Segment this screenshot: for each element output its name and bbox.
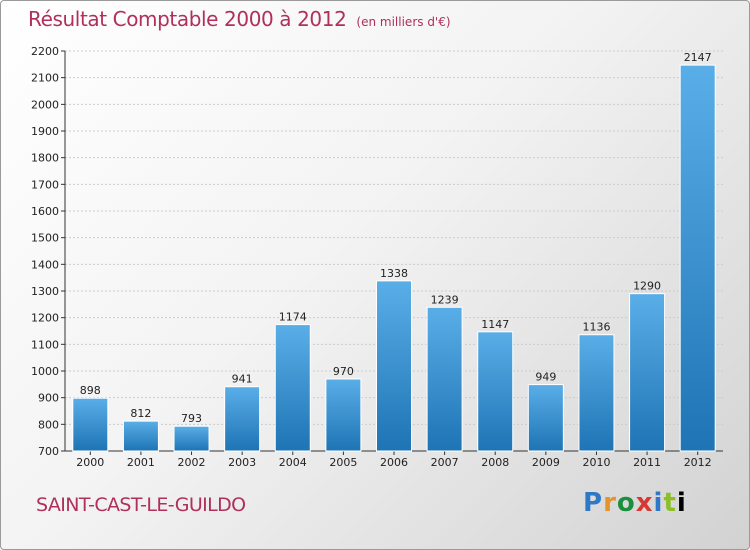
data-label: 2147 (684, 51, 712, 64)
labels: 700 800 900 1000 1100 1200 1300 1400 1500 1600 170… (31, 45, 712, 469)
data-label: 812 (130, 407, 151, 420)
chart-title: Résultat Comptable 2000 à 2012 (en millie… (28, 7, 451, 31)
x-tick-label: 2006 (380, 456, 408, 469)
bar (477, 331, 514, 452)
data-label: 898 (80, 384, 101, 397)
data-label: 1147 (481, 318, 509, 331)
logo-letter: i (676, 488, 687, 518)
data-label: 1174 (279, 311, 307, 324)
data-label: 1136 (582, 321, 610, 334)
y-tick-label: 2000 (31, 98, 59, 111)
bar (72, 397, 109, 452)
data-label: 970 (333, 365, 354, 378)
x-tick-label: 2000 (76, 456, 104, 469)
x-tick-label: 2008 (481, 456, 509, 469)
bar (527, 384, 564, 452)
y-tick-label: 1200 (31, 312, 59, 325)
data-label: 949 (535, 371, 556, 384)
x-tick-label: 2001 (127, 456, 155, 469)
logo-letter: t (663, 488, 677, 518)
y-tick-label: 700 (38, 445, 59, 458)
x-tick-label: 2003 (228, 456, 256, 469)
y-tick-label: 2200 (31, 45, 59, 58)
x-tick-label: 2011 (633, 456, 661, 469)
x-tick-label: 2002 (178, 456, 206, 469)
y-tick-label: 1600 (31, 205, 59, 218)
y-tick-label: 1500 (31, 232, 59, 245)
logo-letter: x (635, 488, 654, 518)
bar (679, 64, 716, 452)
data-label: 1239 (431, 293, 459, 306)
y-tick-label: 900 (38, 392, 59, 405)
y-tick-label: 1100 (31, 338, 59, 351)
chart-unit: (en milliers d'€) (356, 15, 451, 29)
data-label: 1338 (380, 267, 408, 280)
logo-letter: i (653, 488, 664, 518)
logo-letter: P (583, 488, 604, 518)
x-tick-label: 2007 (431, 456, 459, 469)
bar (274, 324, 311, 452)
x-tick-label: 2009 (532, 456, 560, 469)
data-label: 1290 (633, 280, 661, 293)
x-tick-label: 2004 (279, 456, 307, 469)
data-label: 941 (232, 373, 253, 386)
chart-title-text: Résultat Comptable 2000 à 2012 (28, 7, 347, 31)
y-tick-label: 800 (38, 418, 59, 431)
proxiti-logo: Proxiti (583, 488, 687, 518)
x-tick-label: 2005 (329, 456, 357, 469)
y-tick-label: 1000 (31, 365, 59, 378)
y-tick-label: 1300 (31, 285, 59, 298)
logo-letter: o (616, 488, 636, 518)
commune-name: SAINT-CAST-LE-GUILDO (36, 494, 246, 516)
bar (224, 386, 261, 452)
y-tick-label: 1800 (31, 152, 59, 165)
y-tick-label: 2100 (31, 72, 59, 85)
y-tick-label: 1900 (31, 125, 59, 138)
data-label: 793 (181, 412, 202, 425)
x-tick-label: 2010 (582, 456, 610, 469)
bar (578, 334, 615, 452)
bar (426, 306, 463, 452)
bar (629, 293, 666, 452)
bar (173, 425, 210, 452)
bar (325, 378, 362, 452)
y-tick-label: 1400 (31, 258, 59, 271)
bar (376, 280, 412, 452)
y-tick-label: 1700 (31, 178, 59, 191)
x-tick-label: 2012 (684, 456, 712, 469)
bar (122, 420, 159, 452)
logo-letter: r (603, 488, 617, 518)
bars (72, 64, 716, 452)
